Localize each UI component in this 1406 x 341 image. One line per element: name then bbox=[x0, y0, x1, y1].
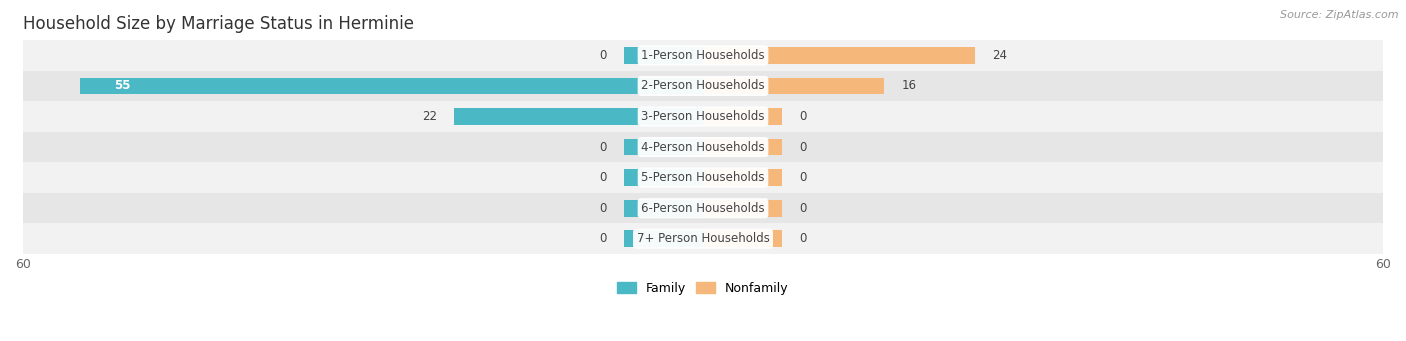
Bar bbox=[22, 223, 1384, 254]
Text: 0: 0 bbox=[800, 232, 807, 245]
Text: 1-Person Households: 1-Person Households bbox=[641, 49, 765, 62]
Text: 7+ Person Households: 7+ Person Households bbox=[637, 232, 769, 245]
Bar bbox=[703, 47, 974, 64]
Bar bbox=[703, 108, 782, 125]
Legend: Family, Nonfamily: Family, Nonfamily bbox=[617, 282, 789, 295]
Bar bbox=[703, 200, 782, 217]
Bar bbox=[703, 139, 782, 155]
Text: 0: 0 bbox=[599, 140, 606, 153]
Text: 0: 0 bbox=[800, 140, 807, 153]
Bar bbox=[624, 47, 703, 64]
Bar bbox=[22, 132, 1384, 162]
Text: 6-Person Households: 6-Person Households bbox=[641, 202, 765, 215]
Text: 0: 0 bbox=[599, 171, 606, 184]
Bar bbox=[22, 71, 1384, 101]
Text: 16: 16 bbox=[901, 79, 917, 92]
Text: 3-Person Households: 3-Person Households bbox=[641, 110, 765, 123]
Bar bbox=[22, 101, 1384, 132]
Text: Source: ZipAtlas.com: Source: ZipAtlas.com bbox=[1281, 10, 1399, 20]
Bar bbox=[22, 162, 1384, 193]
Text: 5-Person Households: 5-Person Households bbox=[641, 171, 765, 184]
Text: 0: 0 bbox=[800, 171, 807, 184]
Bar bbox=[703, 77, 884, 94]
Bar bbox=[624, 230, 703, 247]
Text: 55: 55 bbox=[114, 79, 131, 92]
Text: 0: 0 bbox=[800, 202, 807, 215]
Text: 2-Person Households: 2-Person Households bbox=[641, 79, 765, 92]
Bar bbox=[703, 230, 782, 247]
Bar bbox=[22, 40, 1384, 71]
Text: 0: 0 bbox=[599, 202, 606, 215]
Bar bbox=[80, 77, 703, 94]
Bar bbox=[703, 169, 782, 186]
Bar bbox=[22, 193, 1384, 223]
Text: 24: 24 bbox=[993, 49, 1007, 62]
Text: 4-Person Households: 4-Person Households bbox=[641, 140, 765, 153]
Bar bbox=[624, 169, 703, 186]
Bar bbox=[624, 139, 703, 155]
Text: Household Size by Marriage Status in Herminie: Household Size by Marriage Status in Her… bbox=[22, 15, 413, 33]
Bar bbox=[454, 108, 703, 125]
Text: 0: 0 bbox=[599, 232, 606, 245]
Text: 0: 0 bbox=[800, 110, 807, 123]
Text: 0: 0 bbox=[599, 49, 606, 62]
Text: 22: 22 bbox=[422, 110, 437, 123]
Bar bbox=[624, 200, 703, 217]
